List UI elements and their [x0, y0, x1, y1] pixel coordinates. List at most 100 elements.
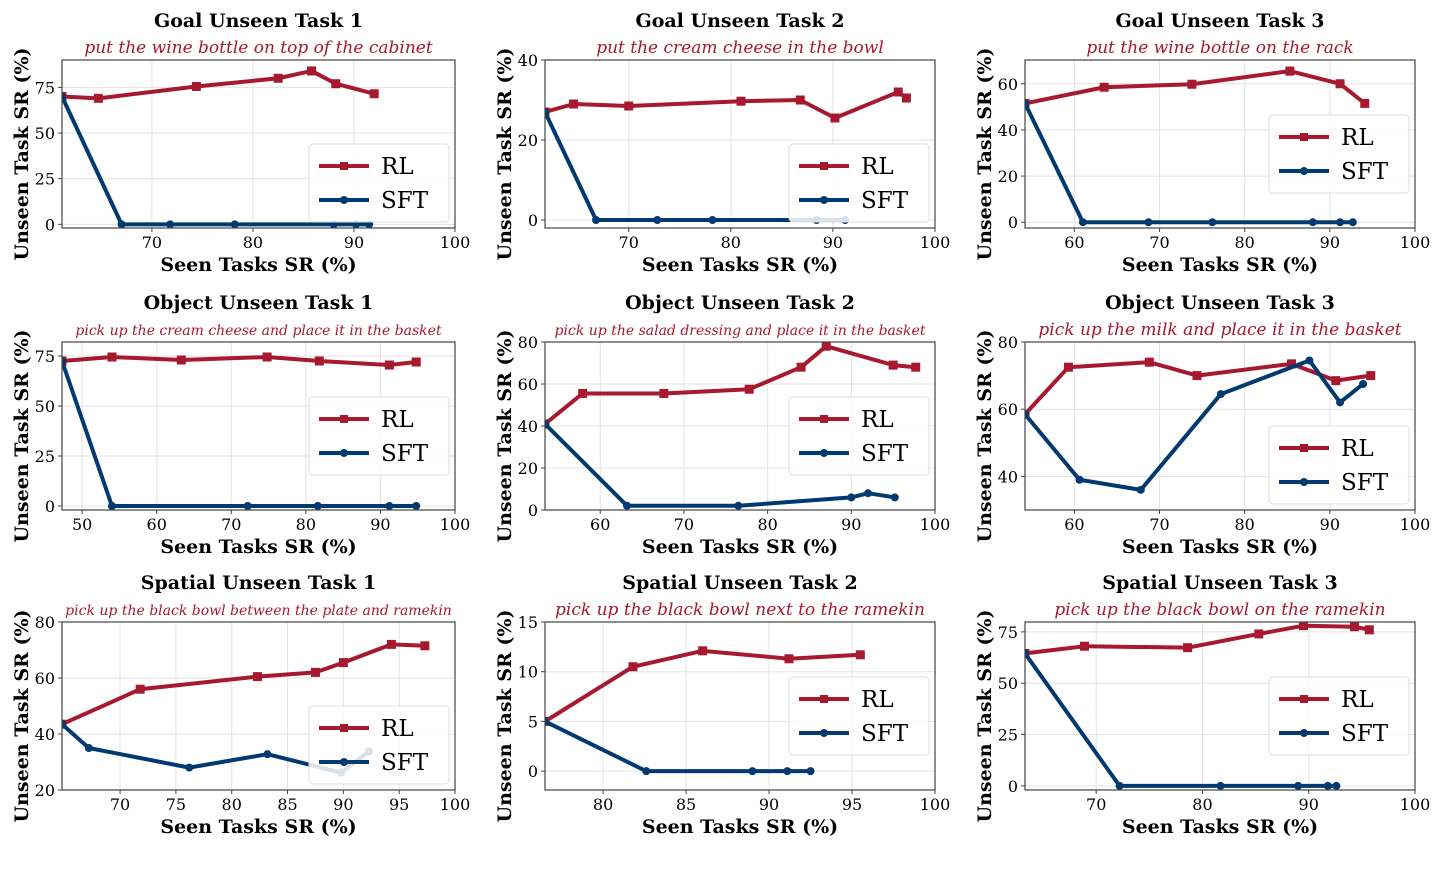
y-axis-label: Unseen Task SR (%): [494, 48, 516, 261]
legend: RL SFT: [788, 143, 930, 223]
legend-marker-circle: [1300, 478, 1308, 486]
data-point-sft: [243, 502, 252, 510]
plot-frame: [1024, 59, 1416, 229]
y-tick-label: 60: [35, 669, 55, 688]
y-tick-label: 80: [998, 333, 1018, 352]
data-point-sft: [708, 216, 717, 224]
data-point-rl: [262, 352, 272, 362]
data-point-rl: [107, 352, 117, 362]
data-point-sft: [385, 502, 394, 510]
data-point-rl: [331, 79, 341, 89]
data-point-sft: [117, 220, 126, 228]
data-point-sft: [1305, 356, 1314, 365]
x-tick-label: 70: [110, 795, 130, 814]
data-point-rl: [569, 99, 579, 109]
y-tick-label: 0: [528, 501, 538, 520]
x-tick-label: 100: [440, 795, 471, 814]
x-tick-label: 90: [344, 233, 364, 252]
chart-title: Object Unseen Task 1: [144, 292, 374, 314]
x-tick-label: 90: [759, 795, 779, 814]
series-line-rl: [62, 68, 375, 101]
data-point-sft: [1136, 485, 1145, 494]
y-tick-label: 0: [1008, 213, 1018, 232]
y-tick-label: 50: [35, 124, 55, 143]
y-tick-label: 60: [998, 400, 1018, 419]
legend-label: SFT: [1341, 721, 1389, 747]
data-point-sft: [890, 493, 899, 502]
plot-frame: [1024, 341, 1416, 511]
data-point-sft: [62, 720, 66, 729]
series-line-rl: [545, 344, 916, 426]
x-axis-label: Seen Tasks SR (%): [160, 254, 356, 276]
legend-label: RL: [1341, 687, 1374, 713]
chart-subtitle: pick up the black bowl between the plate…: [65, 603, 452, 619]
data-point-rl: [307, 66, 317, 76]
x-tick-label: 80: [1192, 795, 1212, 814]
x-axis-label: Seen Tasks SR (%): [1122, 816, 1318, 838]
legend-marker-circle: [1300, 729, 1308, 737]
legend-label: SFT: [861, 441, 909, 467]
x-tick-label: 90: [1320, 233, 1340, 252]
legend: RL SFT: [308, 705, 450, 785]
y-axis-label: Unseen Task SR (%): [974, 330, 996, 543]
series-sft: [1025, 649, 1341, 790]
data-point-sft: [166, 220, 175, 228]
series-line-rl: [1025, 623, 1370, 656]
y-axis-label: Unseen Task SR (%): [494, 610, 516, 823]
subplot-9: Spatial Unseen Task 3 pick up the black b…: [974, 572, 1430, 838]
legend-marker-circle: [820, 449, 828, 457]
x-tick-label: 60: [147, 515, 167, 534]
x-tick-label: 85: [277, 795, 297, 814]
data-point-rl: [1287, 359, 1297, 369]
chart-subtitle: pick up the black bowl next to the ramek…: [555, 600, 925, 620]
legend-marker-circle: [1300, 167, 1308, 175]
legend-marker-square: [1300, 133, 1308, 141]
y-tick-label: 0: [528, 211, 538, 230]
data-point-sft: [642, 767, 651, 776]
data-point-rl: [744, 384, 754, 394]
x-tick-label: 70: [1149, 515, 1169, 534]
y-tick-label: 0: [528, 762, 538, 781]
chart-title: Goal Unseen Task 2: [635, 10, 844, 32]
x-tick-label: 70: [221, 515, 241, 534]
data-point-rl: [795, 95, 805, 105]
data-point-rl: [1192, 371, 1202, 381]
series-sft: [545, 419, 899, 510]
plot-frame: [61, 59, 456, 229]
data-point-sft: [1115, 781, 1124, 790]
data-point-sft: [864, 489, 873, 498]
x-tick-label: 90: [823, 233, 843, 252]
data-point-sft: [107, 502, 116, 510]
plot-frame: [1024, 621, 1416, 791]
y-tick-label: 25: [35, 447, 55, 466]
y-tick-label: 0: [45, 497, 55, 516]
data-point-rl: [624, 101, 634, 111]
x-tick-label: 70: [674, 515, 694, 534]
data-point-rl: [176, 355, 186, 365]
x-tick-label: 80: [296, 515, 316, 534]
x-tick-label: 75: [166, 795, 186, 814]
data-point-sft: [1208, 218, 1217, 227]
data-point-sft: [62, 92, 66, 101]
y-tick-label: 40: [998, 121, 1018, 140]
series-line-sft: [545, 422, 896, 508]
y-axis-label: Unseen Task SR (%): [11, 330, 33, 543]
data-point-rl: [1285, 66, 1295, 76]
legend-label: RL: [1341, 436, 1374, 462]
data-point-sft: [1332, 781, 1341, 790]
y-tick-label: 20: [518, 131, 538, 150]
plot-frame: [544, 341, 936, 511]
legend-label: SFT: [381, 441, 429, 467]
y-axis-label: Unseen Task SR (%): [11, 610, 33, 823]
data-point-rl: [273, 73, 283, 83]
y-tick-label: 15: [518, 613, 538, 632]
legend-label: RL: [1341, 125, 1374, 151]
data-point-rl: [901, 93, 911, 103]
series-rl: [545, 87, 911, 123]
series-sft: [1025, 356, 1368, 494]
data-point-sft: [545, 717, 549, 726]
data-point-rl: [369, 89, 379, 99]
x-tick-label: 50: [72, 515, 92, 534]
x-tick-label: 100: [1400, 795, 1431, 814]
y-tick-label: 50: [35, 397, 55, 416]
